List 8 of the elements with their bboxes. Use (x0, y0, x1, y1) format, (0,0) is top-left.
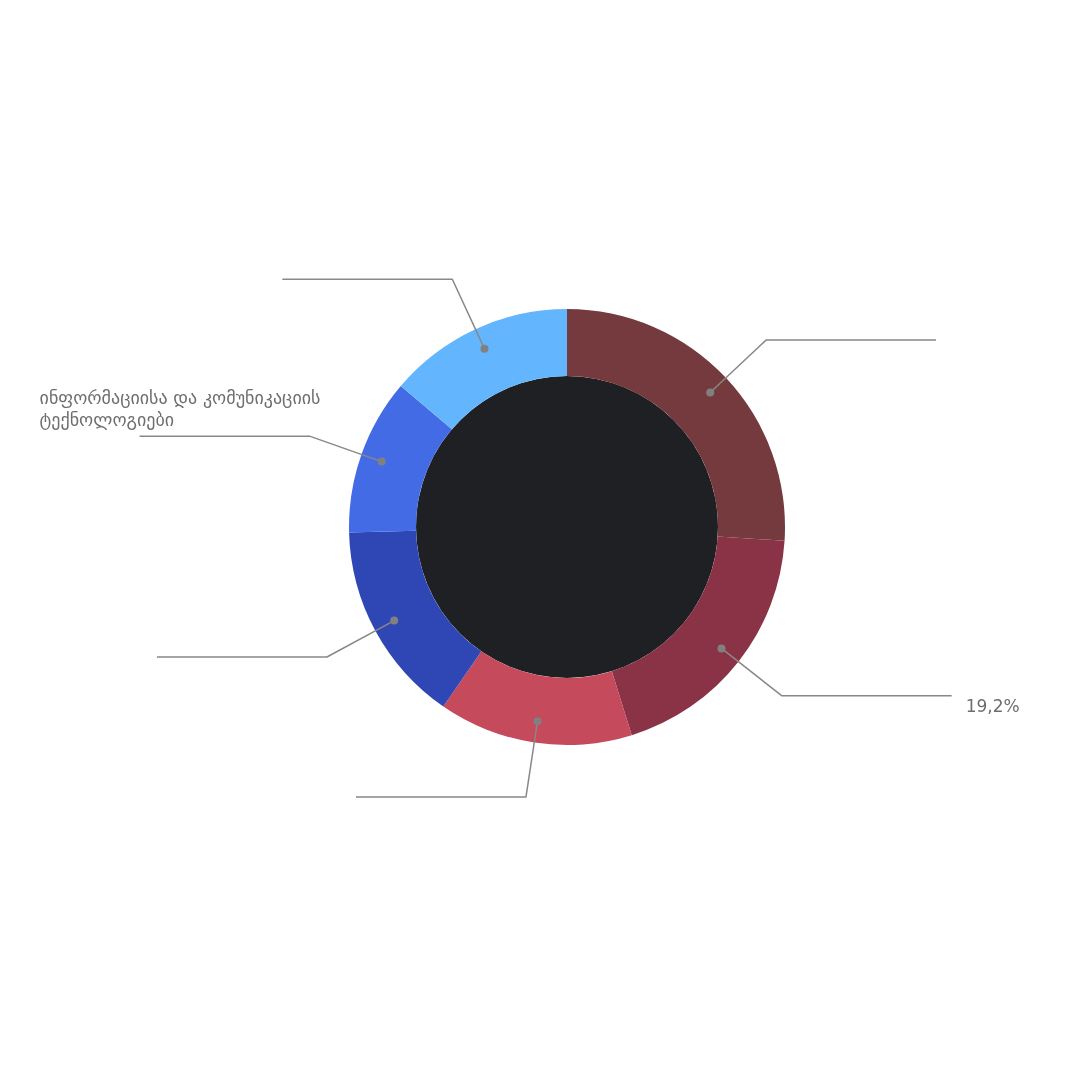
slice-label: ინფორმაციისა და კომუნიკაციის ტექნოლოგიები (39, 387, 321, 431)
donut-slice (611, 536, 785, 736)
donut-slice (349, 385, 452, 533)
donut-slice (400, 309, 567, 430)
donut-slice (567, 309, 785, 541)
donut-slice (443, 651, 632, 745)
data-label: 19,2% (965, 695, 1020, 716)
donut-slice (349, 530, 482, 707)
